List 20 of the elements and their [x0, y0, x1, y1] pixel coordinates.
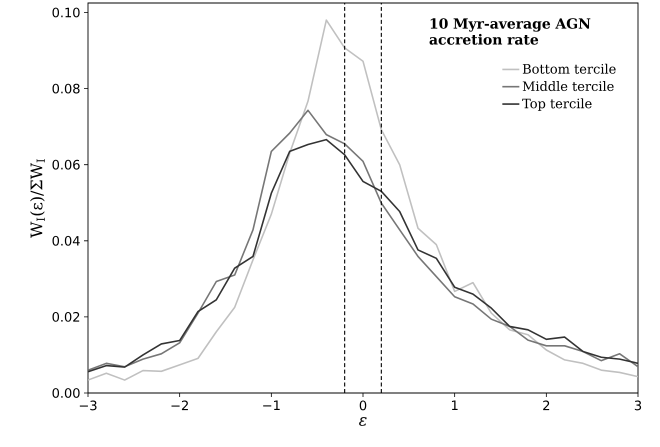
- x-tick-label: −1: [263, 400, 280, 410]
- x-tick-label: 0: [360, 400, 366, 410]
- x-tick-label: −3: [80, 400, 97, 410]
- line-series: [88, 19, 638, 381]
- y-tick-label: 0.10: [52, 8, 80, 18]
- x-tick-label: 1: [452, 400, 458, 410]
- legend-label: Top tercile: [522, 98, 592, 111]
- y-tick-label: 0.06: [52, 160, 80, 170]
- legend-title: 10 Myr-average AGN accretion rate: [430, 18, 590, 45]
- y-tick-label: 0.08: [52, 84, 80, 94]
- x-axis-title: ε: [359, 417, 367, 426]
- y-axis-title: W$_{I}$(ε)/ΣW$_{I}$: [30, 159, 45, 238]
- y-tick-label: 0.02: [52, 312, 80, 322]
- x-tick-label: −2: [171, 400, 188, 410]
- x-tick-label: 2: [543, 400, 550, 410]
- legend-label: Middle tercile: [522, 81, 614, 92]
- y-tick-label: 0.00: [52, 388, 80, 398]
- legend-label: Bottom tercile: [522, 64, 616, 74]
- x-tick-label: 3: [634, 400, 642, 410]
- y-tick-label: 0.04: [52, 236, 80, 246]
